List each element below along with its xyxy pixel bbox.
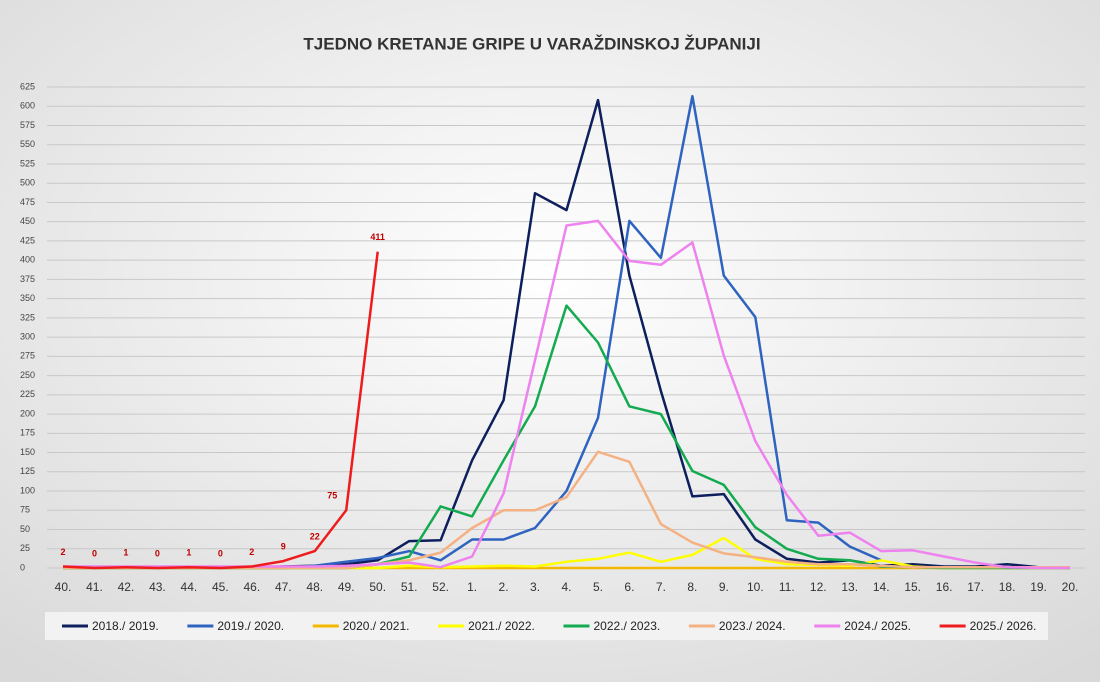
data-label: 22 — [310, 531, 320, 541]
data-label: 0 — [218, 548, 223, 558]
y-tick-label: 475 — [20, 197, 35, 207]
x-tick-label: 48. — [306, 580, 323, 594]
x-tick-label: 49. — [338, 580, 355, 594]
y-tick-label: 625 — [20, 81, 35, 91]
x-tick-label: 52. — [432, 580, 449, 594]
x-tick-label: 6. — [624, 580, 634, 594]
x-tick-label: 9. — [719, 580, 729, 594]
x-tick-label: 1. — [467, 580, 477, 594]
x-tick-label: 18. — [999, 580, 1016, 594]
y-tick-label: 350 — [20, 293, 35, 303]
legend-label: 2019./ 2020. — [217, 619, 284, 633]
x-tick-label: 14. — [873, 580, 890, 594]
x-tick-label: 41. — [86, 580, 103, 594]
x-tick-label: 46. — [243, 580, 260, 594]
x-tick-label: 20. — [1062, 580, 1079, 594]
y-tick-label: 450 — [20, 216, 35, 226]
y-tick-label: 200 — [20, 408, 35, 418]
y-tick-label: 375 — [20, 274, 35, 284]
x-tick-label: 47. — [275, 580, 292, 594]
y-tick-label: 275 — [20, 351, 35, 361]
x-tick-label: 11. — [779, 580, 795, 594]
data-label: 411 — [370, 232, 385, 242]
y-tick-label: 400 — [20, 255, 35, 265]
y-tick-label: 250 — [20, 370, 35, 380]
x-tick-label: 16. — [936, 580, 953, 594]
x-tick-label: 17. — [967, 580, 984, 594]
y-tick-label: 525 — [20, 158, 35, 168]
legend-label: 2025./ 2026. — [970, 619, 1037, 633]
y-tick-label: 0 — [20, 562, 25, 572]
y-tick-label: 325 — [20, 312, 35, 322]
chart-title: TJEDNO KRETANJE GRIPE U VARAŽDINSKOJ ŽUP… — [303, 34, 760, 53]
y-tick-label: 75 — [20, 505, 30, 515]
x-tick-label: 7. — [656, 580, 666, 594]
y-tick-label: 100 — [20, 485, 35, 495]
data-label: 0 — [92, 548, 97, 558]
data-label: 1 — [186, 548, 191, 558]
x-tick-label: 3. — [530, 580, 540, 594]
y-tick-label: 175 — [20, 428, 35, 438]
data-label: 1 — [123, 548, 128, 558]
x-tick-label: 44. — [181, 580, 198, 594]
x-tick-label: 4. — [561, 580, 571, 594]
data-label: 9 — [281, 541, 286, 551]
y-tick-label: 575 — [20, 120, 35, 130]
x-tick-label: 12. — [810, 580, 827, 594]
y-tick-label: 150 — [20, 447, 35, 457]
x-tick-label: 8. — [687, 580, 697, 594]
x-tick-label: 43. — [149, 580, 166, 594]
legend-label: 2024./ 2025. — [844, 619, 911, 633]
x-tick-label: 10. — [747, 580, 764, 594]
y-tick-label: 425 — [20, 235, 35, 245]
y-tick-label: 550 — [20, 139, 35, 149]
data-label: 2 — [60, 547, 65, 557]
data-label: 75 — [327, 491, 337, 501]
x-tick-label: 40. — [55, 580, 72, 594]
x-tick-label: 5. — [593, 580, 603, 594]
y-tick-label: 125 — [20, 466, 35, 476]
y-tick-label: 25 — [20, 543, 30, 553]
series-line — [62, 251, 379, 570]
x-tick-label: 50. — [369, 580, 386, 594]
y-tick-label: 50 — [20, 524, 30, 534]
y-tick-label: 300 — [20, 331, 35, 341]
x-tick-label: 45. — [212, 580, 229, 594]
x-tick-label: 2. — [499, 580, 509, 594]
x-tick-label: 13. — [841, 580, 858, 594]
data-label: 0 — [155, 548, 160, 558]
legend-label: 2018./ 2019. — [92, 619, 159, 633]
x-tick-label: 15. — [904, 580, 921, 594]
legend-label: 2023./ 2024. — [719, 619, 786, 633]
y-tick-label: 225 — [20, 389, 35, 399]
legend-label: 2021./ 2022. — [468, 619, 535, 633]
legend-label: 2020./ 2021. — [343, 619, 410, 633]
x-tick-label: 51. — [401, 580, 418, 594]
y-tick-label: 600 — [20, 101, 35, 111]
legend-label: 2022./ 2023. — [594, 619, 661, 633]
x-tick-label: 19. — [1030, 580, 1047, 594]
y-tick-label: 500 — [20, 178, 35, 188]
data-label: 2 — [249, 547, 254, 557]
x-tick-label: 42. — [118, 580, 135, 594]
